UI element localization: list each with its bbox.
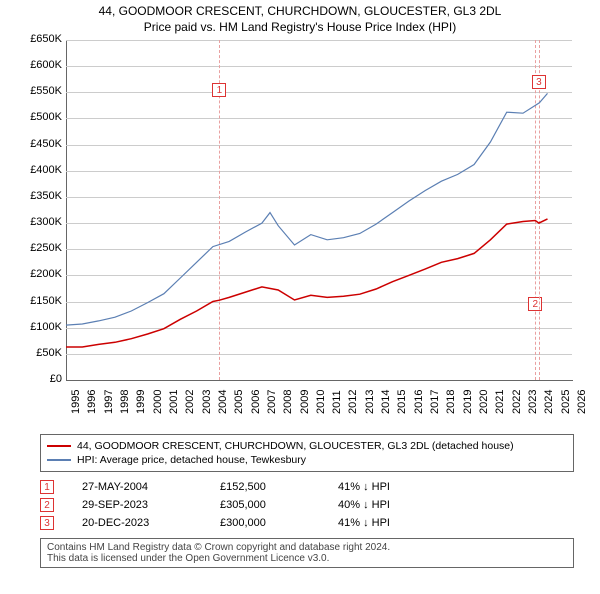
x-tick-label: 1997 [103, 390, 115, 414]
series-property [66, 219, 548, 347]
x-tick-label: 2021 [494, 390, 506, 414]
x-tick-label: 2001 [168, 390, 180, 414]
x-tick-label: 2004 [217, 390, 229, 414]
x-tick-label: 2010 [315, 390, 327, 414]
event-row-marker: 1 [40, 480, 54, 494]
legend-label-hpi: HPI: Average price, detached house, Tewk… [77, 453, 306, 467]
x-tick-label: 1998 [119, 390, 131, 414]
x-tick-label: 1999 [135, 390, 147, 414]
x-tick-label: 2019 [462, 390, 474, 414]
series-hpi [66, 93, 548, 325]
price-chart: £0£50K£100K£150K£200K£250K£300K£350K£400… [20, 40, 580, 430]
x-tick-label: 2023 [527, 390, 539, 414]
x-tick-label: 2002 [184, 390, 196, 414]
event-row-date: 27-MAY-2004 [82, 478, 192, 496]
event-row-delta: 41% ↓ HPI [338, 478, 390, 496]
legend: 44, GOODMOOR CRESCENT, CHURCHDOWN, GLOUC… [40, 434, 574, 472]
event-row-marker: 3 [40, 516, 54, 530]
legend-label-property: 44, GOODMOOR CRESCENT, CHURCHDOWN, GLOUC… [77, 439, 514, 453]
footer-line1: Contains HM Land Registry data © Crown c… [47, 542, 567, 553]
event-row-delta: 41% ↓ HPI [338, 514, 390, 532]
x-tick-label: 2017 [429, 390, 441, 414]
title-main: 44, GOODMOOR CRESCENT, CHURCHDOWN, GLOUC… [0, 4, 600, 18]
x-tick-label: 2013 [364, 390, 376, 414]
footer-line2: This data is licensed under the Open Gov… [47, 553, 567, 564]
x-tick-label: 2018 [445, 390, 457, 414]
x-tick-label: 2012 [347, 390, 359, 414]
event-row-price: £305,000 [220, 496, 310, 514]
event-row-date: 29-SEP-2023 [82, 496, 192, 514]
x-tick-label: 2003 [201, 390, 213, 414]
x-tick-label: 2022 [511, 390, 523, 414]
x-tick-label: 2015 [396, 390, 408, 414]
events-table: 1 27-MAY-2004 £152,500 41% ↓ HPI 2 29-SEP-202… [40, 478, 560, 532]
x-tick-label: 2025 [560, 390, 572, 414]
footer: Contains HM Land Registry data © Crown c… [40, 538, 574, 568]
x-tick-label: 2008 [282, 390, 294, 414]
event-row: 2 29-SEP-2023 £305,000 40% ↓ HPI [40, 496, 560, 514]
x-tick-label: 2005 [233, 390, 245, 414]
x-tick-label: 2007 [266, 390, 278, 414]
event-row-date: 20-DEC-2023 [82, 514, 192, 532]
x-tick-label: 2014 [380, 390, 392, 414]
legend-row-property: 44, GOODMOOR CRESCENT, CHURCHDOWN, GLOUC… [47, 439, 567, 453]
legend-swatch-hpi [47, 459, 71, 461]
event-row-price: £152,500 [220, 478, 310, 496]
legend-swatch-property [47, 445, 71, 447]
event-row: 1 27-MAY-2004 £152,500 41% ↓ HPI [40, 478, 560, 496]
x-tick-label: 2024 [543, 390, 555, 414]
x-tick-label: 2009 [299, 390, 311, 414]
event-row-marker: 2 [40, 498, 54, 512]
x-tick-label: 1995 [70, 390, 82, 414]
x-tick-label: 1996 [86, 390, 98, 414]
x-tick-label: 2000 [152, 390, 164, 414]
x-tick-label: 2011 [331, 390, 343, 414]
x-tick-label: 2016 [413, 390, 425, 414]
event-row: 3 20-DEC-2023 £300,000 41% ↓ HPI [40, 514, 560, 532]
title-sub: Price paid vs. HM Land Registry's House … [0, 20, 600, 34]
event-row-price: £300,000 [220, 514, 310, 532]
legend-row-hpi: HPI: Average price, detached house, Tewk… [47, 453, 567, 467]
event-row-delta: 40% ↓ HPI [338, 496, 390, 514]
x-tick-label: 2026 [576, 390, 588, 414]
x-tick-label: 2006 [250, 390, 262, 414]
x-tick-label: 2020 [478, 390, 490, 414]
